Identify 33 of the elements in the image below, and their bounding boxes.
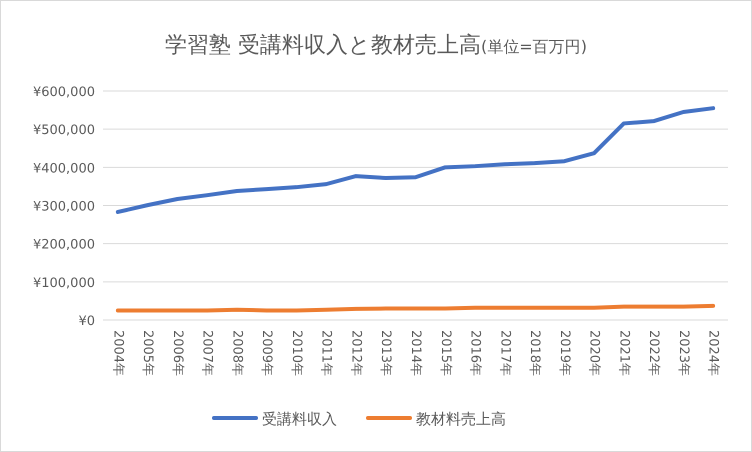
x-tick-label: 2009年 (259, 330, 274, 376)
x-tick-label: 2014年 (408, 330, 423, 376)
x-tick-label: 2004年 (110, 330, 126, 376)
chart-subtitle: (単位=百万円) (481, 37, 587, 56)
y-tick-label: ¥300,000 (32, 200, 95, 214)
chart-title: 学習塾 受講料収入と教材売上高 (165, 33, 482, 58)
x-tick-label: 2007年 (200, 330, 215, 376)
x-tick-label: 2018年 (527, 330, 542, 376)
y-tick-label: ¥500,000 (32, 123, 95, 138)
x-tick-label: 2017年 (497, 330, 512, 376)
x-tick-label: 2021年 (616, 330, 632, 376)
x-tick-label: 2024年 (706, 330, 721, 376)
x-tick-label: 2022年 (646, 330, 662, 376)
y-tick-label: ¥600,000 (32, 85, 95, 100)
line-series (116, 106, 716, 214)
x-tick-label: 2012年 (348, 330, 364, 376)
legend-label: 受講料収入 (262, 410, 337, 428)
x-tick-label: 2020年 (586, 330, 602, 376)
x-tick-label: 2008年 (229, 330, 244, 376)
x-tick-label: 2015年 (438, 330, 453, 376)
x-tick-label: 2011年 (318, 330, 334, 376)
y-tick-label: ¥100,000 (32, 276, 95, 291)
x-tick-label: 2016年 (468, 330, 483, 376)
x-tick-label: 2013年 (378, 330, 394, 376)
legend-label: 教材料売上高 (416, 410, 506, 428)
y-tick-label: ¥200,000 (32, 238, 95, 253)
x-tick-label: 2010年 (288, 330, 304, 376)
x-tick-label: 2023年 (676, 330, 691, 376)
x-tick-label: 2006年 (170, 330, 185, 376)
y-tick-label: ¥400,000 (32, 161, 95, 176)
x-tick-label: 2005年 (140, 330, 156, 376)
y-tick-label: ¥0 (78, 314, 95, 329)
x-tick-label: 2019年 (556, 330, 572, 376)
